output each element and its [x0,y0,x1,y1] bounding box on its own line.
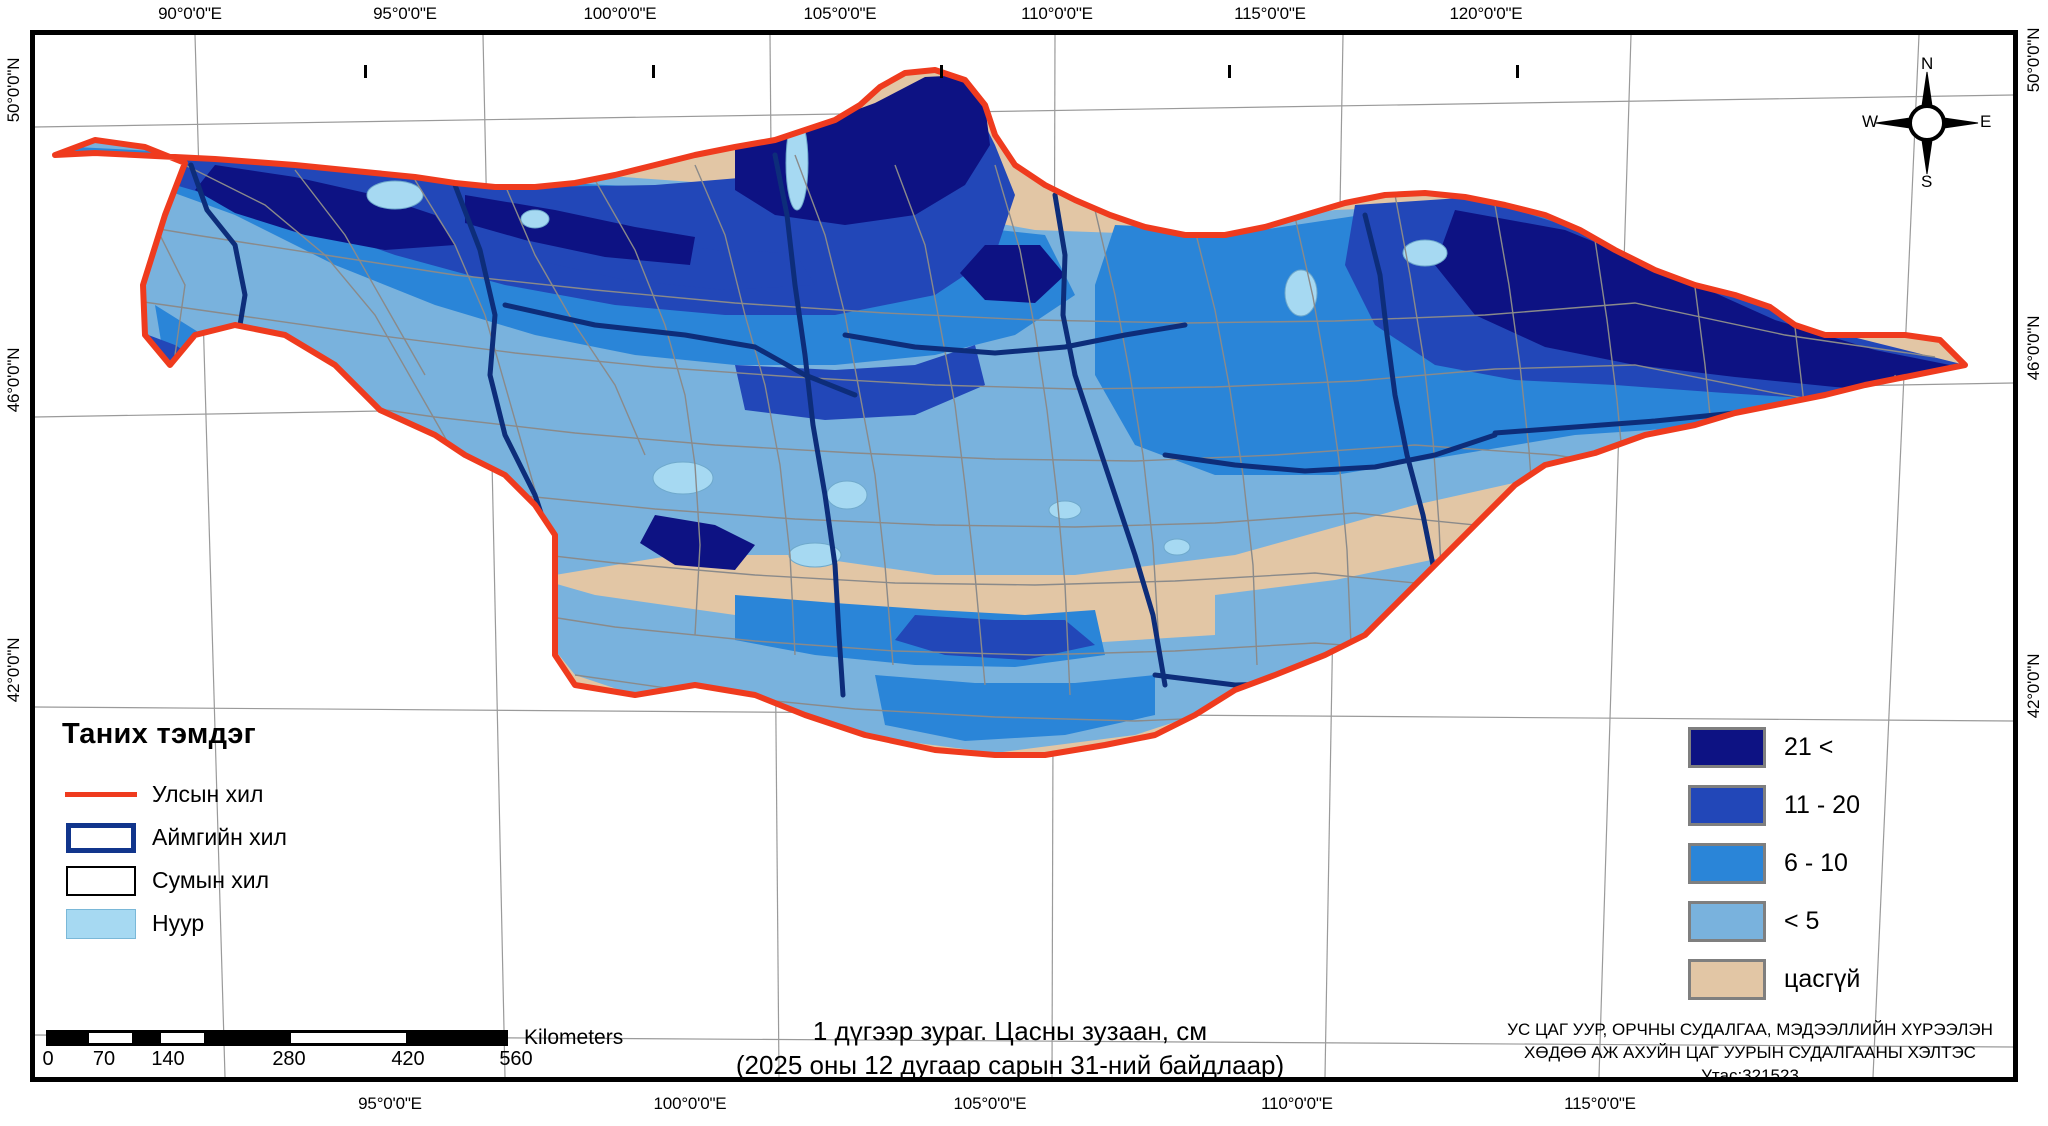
scale-tick: 70 [92,1048,116,1070]
axis-label-top: 105°0'0"E [803,4,877,23]
national-border-swatch [62,792,140,797]
legend-item-label: Сумын хил [152,867,270,893]
tickmark-top [940,65,943,78]
legend-title: Таних тэмдэг [62,718,257,750]
legend-item-lake[interactable]: Нуур [62,902,352,945]
axis-label-top: 95°0'0"E [373,4,437,23]
national-border [52,67,1968,758]
attribution-phone: Утас:321523 [1701,1066,1799,1085]
sum-border-swatch [62,865,140,896]
axis-label-left: 46°0'0"N [4,347,23,413]
legend-item-label: Улсын хил [152,781,264,807]
class-label: 11 - 20 [1784,790,1860,819]
axis-label-top: 100°0'0"E [583,4,657,23]
class-label: < 5 [1784,906,1820,935]
legend-item-aimag-border[interactable]: Аймгийн хил [62,816,352,859]
compass-label-w: W [1862,112,1879,131]
compass-label-e: E [1980,112,1992,131]
class-legend-row[interactable]: 21 < [1688,718,1860,776]
scale-tick: 140 [151,1048,185,1070]
axis-label-top: 90°0'0"E [158,4,222,23]
snow-depth-class-legend: 21 < 11 - 20 6 - 10 < 5 цасгүй [1688,718,1860,1008]
axis-label-top: 115°0'0"E [1234,4,1306,23]
compass-rose: N S E W [1862,54,1992,191]
scale-tick: 0 [42,1048,54,1070]
compass-circle [1908,104,1946,142]
class-swatch-no-snow [1688,958,1766,1000]
legend-item-label: Аймгийн хил [152,824,287,850]
tickmark-top [364,65,367,78]
scale-tick: 420 [391,1048,425,1070]
axis-label-right: 50°0'0"N [2024,27,2043,93]
class-swatch-21plus [1688,726,1766,768]
mongolia-snow-depth-map[interactable] [35,35,2013,1077]
axis-label-left: 50°0'0"N [4,57,23,123]
class-legend-row[interactable]: 6 - 10 [1688,834,1860,892]
legend-item-sum-border[interactable]: Сумын хил [62,859,352,902]
scale-tick: 280 [272,1048,306,1070]
map-frame [30,30,2018,1082]
attribution-line1: УС ЦАГ УУР, ОРЧНЫ СУДАЛГАА, МЭДЭЭЛЛИЙН Х… [1507,1020,1993,1039]
map-title-line2: (2025 оны 12 дугаар сарын 31-ний байдлаа… [735,1050,1285,1080]
class-legend-row[interactable]: цасгүй [1688,950,1860,1008]
class-legend-row[interactable]: < 5 [1688,892,1860,950]
scale-bar: 0 70 140 280 420 560 Kilometers [42,1026,626,1072]
scale-bar-labels: 0 70 140 280 420 560 [42,1048,626,1072]
compass-label-s: S [1921,172,1933,191]
axis-label-bottom: 105°0'0"E [953,1094,1027,1113]
axis-label-left: 42°0'0"N [4,637,23,703]
legend-item-national-border[interactable]: Улсын хил [62,773,352,816]
compass-label-n: N [1921,54,1934,73]
axis-label-right: 46°0'0"N [2024,315,2043,381]
tickmark-top [1516,65,1519,78]
scale-bar-unit: Kilometers [524,1026,624,1049]
class-label: 6 - 10 [1784,848,1848,877]
map-legend: Таних тэмдэг Улсын хил Аймгийн хил Сумын… [62,718,352,945]
axis-label-bottom: 95°0'0"E [358,1094,422,1113]
axis-label-right: 42°0'0"N [2024,653,2043,719]
axis-label-top: 110°0'0"E [1021,4,1093,23]
class-swatch-11-20 [1688,784,1766,826]
legend-item-label: Нуур [152,910,205,936]
aimag-border-swatch [62,822,140,853]
tickmark-top [652,65,655,78]
tickmark-top [1228,65,1231,78]
axis-label-top: 120°0'0"E [1449,4,1523,23]
map-title-line1: 1 дүгээр зураг. Цасны зузаан, см [812,1016,1208,1046]
attribution-block: УС ЦАГ УУР, ОРЧНЫ СУДАЛГАА, МЭДЭЭЛЛИЙН Х… [1470,1018,2030,1087]
class-legend-row[interactable]: 11 - 20 [1688,776,1860,834]
class-label: цасгүй [1784,964,1861,993]
scale-bar-track [46,1030,508,1046]
class-swatch-lt5 [1688,900,1766,942]
axis-label-bottom: 115°0'0"E [1564,1094,1636,1113]
axis-label-bottom: 110°0'0"E [1261,1094,1333,1113]
class-swatch-6-10 [1688,842,1766,884]
axis-label-bottom: 100°0'0"E [653,1094,727,1113]
lake-swatch [62,908,140,939]
class-label: 21 < [1784,732,1834,761]
attribution-line2: ХӨДӨӨ АЖ АХУЙН ЦАГ УУРЫН СУДАЛГААНЫ ХЭЛТ… [1524,1043,1976,1062]
map-canvas[interactable] [35,35,2013,1077]
map-title: 1 дүгээр зураг. Цасны зузаан, см (2025 о… [690,1014,1330,1082]
scale-tick: 560 [499,1048,533,1070]
